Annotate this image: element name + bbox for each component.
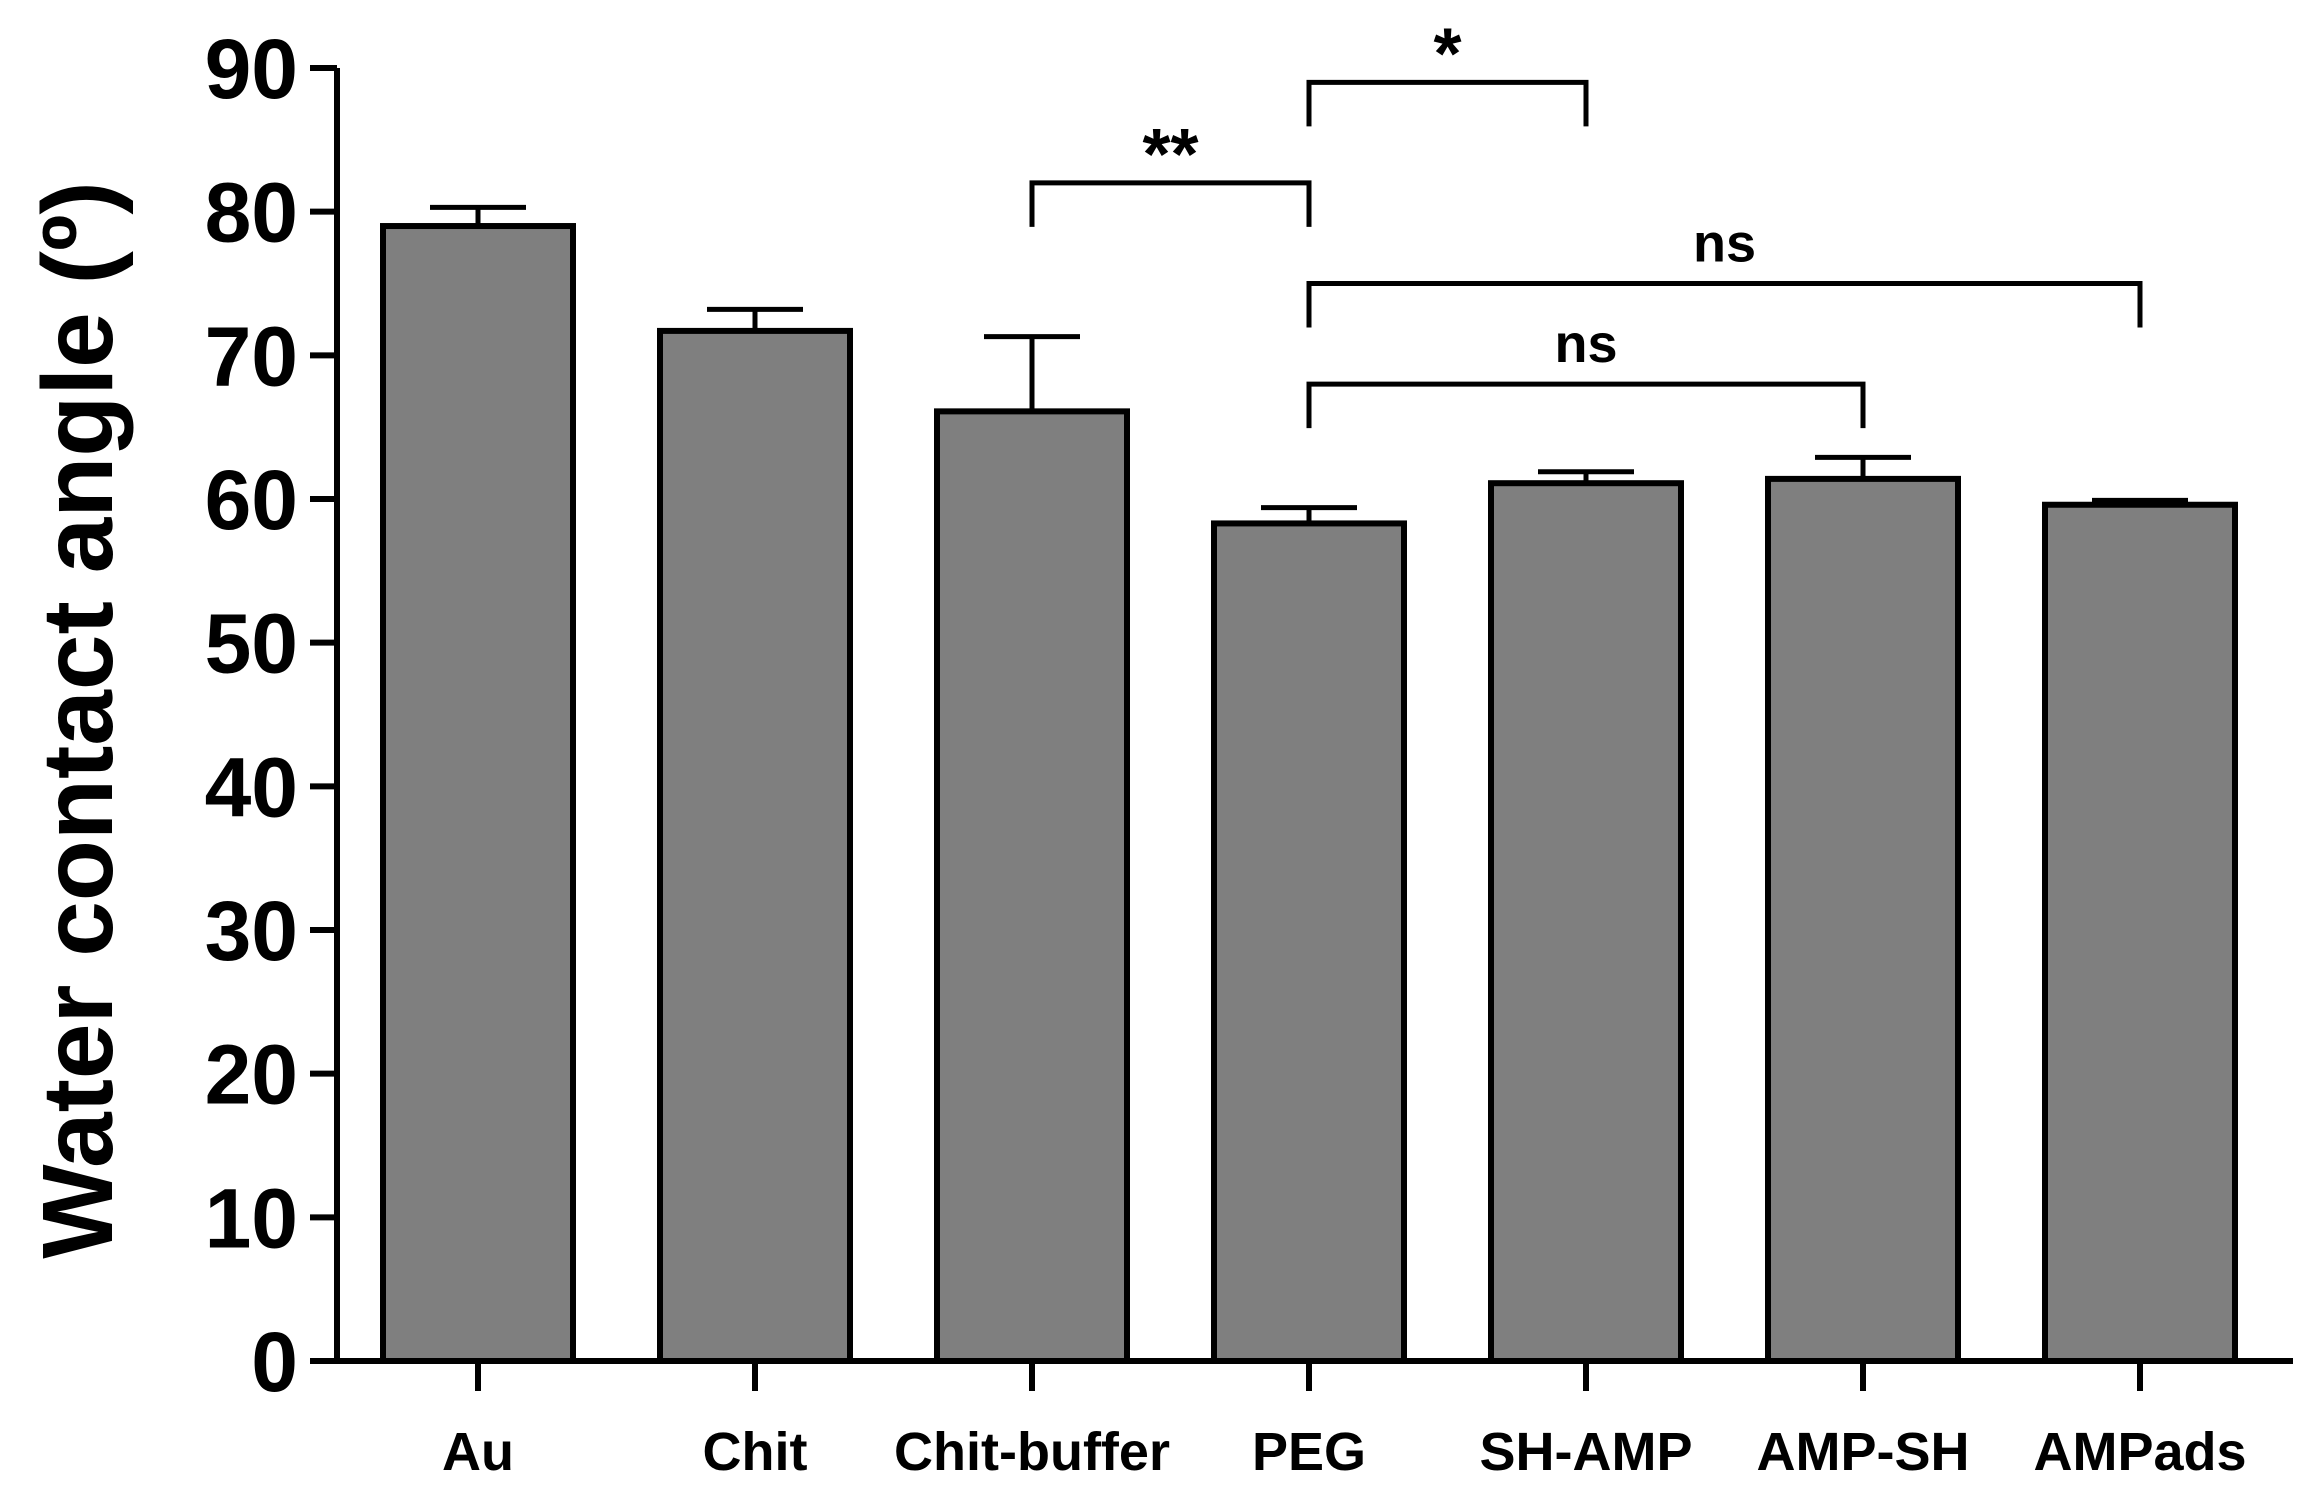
- bar-ampads: [2042, 501, 2238, 1365]
- x-tick-label-au: Au: [442, 1422, 514, 1482]
- y-tick-label-90: 90: [205, 22, 298, 116]
- y-tick-label-30: 30: [205, 884, 298, 978]
- bracket-chit-buffer-peg: [1029, 180, 1312, 227]
- bracket-peg-amp-sh-label: ns: [1554, 314, 1617, 374]
- y-ticks: 0 10 20 30 40 50 60 70 80 90: [205, 22, 337, 1409]
- bar-chit-buffer: [934, 408, 1130, 1364]
- y-tick-label-0: 0: [251, 1315, 298, 1409]
- bracket-peg-ampads: [1306, 281, 2143, 328]
- bracket-peg-sh-amp-label: *: [1433, 14, 1461, 94]
- x-ticks: Au Chit Chit-buffer PEG SH-AMP AMP-SH AMPads: [442, 1361, 2247, 1482]
- y-tick-label-70: 70: [205, 309, 298, 403]
- bracket-peg-sh-amp: [1306, 79, 1589, 127]
- bar-chit: [657, 327, 853, 1364]
- y-axis-title: Water contact angle (º): [22, 181, 134, 1258]
- x-tick-label-amp-sh: AMP-SH: [1757, 1422, 1970, 1482]
- y-axis-title-group: Water contact angle (º): [22, 181, 134, 1258]
- x-tick-label-ampads: AMPads: [2033, 1422, 2246, 1482]
- x-tick-label-chit-buffer: Chit-buffer: [894, 1422, 1170, 1482]
- bar-au: [380, 223, 576, 1365]
- x-tick-label-chit: Chit: [703, 1422, 808, 1482]
- bracket-peg-ampads-label: ns: [1693, 214, 1756, 274]
- y-tick-label-50: 50: [205, 597, 298, 691]
- y-tick-label-10: 10: [205, 1171, 298, 1265]
- y-tick-label-80: 80: [205, 166, 298, 260]
- x-tick-label-peg: PEG: [1252, 1422, 1366, 1482]
- bar-peg: [1211, 520, 1407, 1364]
- y-tick-label-60: 60: [205, 453, 298, 547]
- error-bars: [430, 204, 2188, 524]
- bar-amp-sh: [1765, 475, 1961, 1364]
- bracket-chit-buffer-peg-label: **: [1142, 115, 1198, 195]
- bracket-peg-amp-sh: [1306, 381, 1866, 429]
- y-tick-label-40: 40: [205, 740, 298, 834]
- bar-sh-amp: [1488, 480, 1684, 1364]
- x-tick-label-sh-amp: SH-AMP: [1480, 1422, 1693, 1482]
- y-tick-label-20: 20: [205, 1028, 298, 1122]
